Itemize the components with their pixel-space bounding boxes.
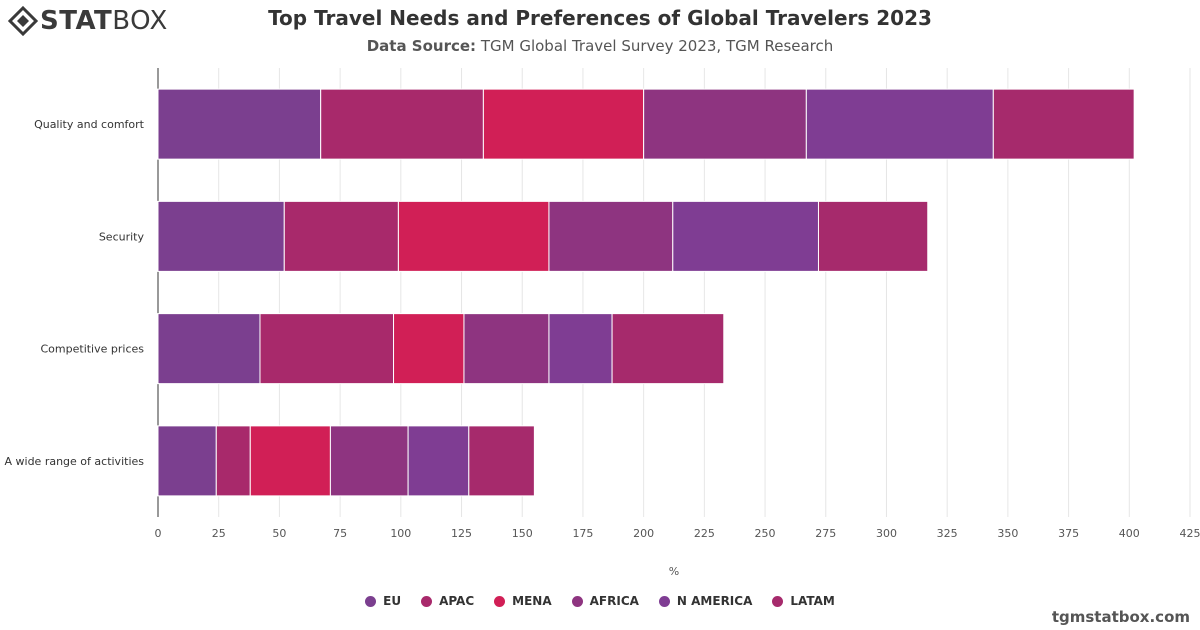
legend-label: N AMERICA [676,594,753,608]
x-tick-label: 275 [815,527,836,540]
x-tick-label: 125 [451,527,472,540]
legend-label: LATAM [790,594,835,608]
bar-segment [482,88,645,160]
bar-segment [329,425,409,497]
legend-label: EU [383,594,402,608]
x-tick-label: 175 [572,527,593,540]
bar-segment [672,200,819,272]
category-label: A wide range of activities [5,455,145,468]
legend-label: MENA [512,594,552,608]
legend-swatch [494,595,506,607]
bar-segment [157,313,261,385]
bar-segment [407,425,470,497]
bar-segment [805,88,994,160]
bar-segment [215,425,251,497]
x-tick-label: 325 [937,527,958,540]
statbox-logo: STATBOX [8,6,168,36]
legend-item[interactable]: APAC [421,594,474,608]
x-tick-label: 75 [333,527,347,540]
bar-segment [157,200,285,272]
bar-segment [548,313,613,385]
chart-subtitle: Data Source: TGM Global Travel Survey 20… [0,37,1200,55]
x-tick-label: 25 [212,527,226,540]
legend-item[interactable]: N AMERICA [658,594,753,608]
legend-item[interactable]: EU [365,594,401,608]
bar-segment [992,88,1135,160]
bar-segment [643,88,807,160]
category-label: Quality and comfort [34,118,145,131]
bar-segment [817,200,929,272]
x-tick-label: 375 [1058,527,1079,540]
bar-segment [157,88,322,160]
x-tick-label: 250 [755,527,776,540]
diamond-logo-icon [8,6,38,36]
chart-title: Top Travel Needs and Preferences of Glob… [268,6,932,30]
legend-swatch [571,595,583,607]
source-label: Data Source: [366,37,477,55]
bar-segment [611,313,725,385]
bar-segment [259,313,395,385]
bar-segment [463,313,550,385]
logo-text-bold: STAT [40,6,113,36]
legend-label: AFRICA [589,594,639,608]
x-tick-label: 425 [1180,527,1200,540]
x-axis-label: % [669,565,679,578]
x-tick-label: 300 [876,527,897,540]
bar-segment [320,88,484,160]
legend-item[interactable]: AFRICA [571,594,639,608]
source-value: TGM Global Travel Survey 2023, TGM Resea… [480,37,834,55]
stacked-bar-chart: 0 25 50 75 100 125 150 175 200 225 250 275 300 325 350… [5,68,1200,578]
x-tick-label: 150 [512,527,533,540]
legend-item[interactable]: MENA [494,594,552,608]
logo-text-light: BOX [112,6,168,36]
legend-item[interactable]: LATAM [772,594,835,608]
x-tick-label: 200 [633,527,654,540]
x-tick-label: 350 [997,527,1018,540]
legend-swatch [365,595,377,607]
legend-swatch [421,595,433,607]
x-tick-label: 50 [272,527,286,540]
bar-segment [283,200,399,272]
bar-segment [468,425,535,497]
x-tick-label: 225 [694,527,715,540]
chart-legend: EU APAC MENA AFRICA N AMERICA LATAM [0,594,1200,608]
bar-segment [157,425,217,497]
x-tick-label: 100 [390,527,411,540]
x-tick-label: 0 [155,527,162,540]
bar-segment [393,313,465,385]
legend-swatch [658,595,670,607]
legend-label: APAC [439,594,475,608]
category-label: Competitive prices [41,343,145,356]
footer-url: tgmstatbox.com [1051,608,1190,626]
bar-segment [397,200,550,272]
bar-segment [249,425,331,497]
legend-swatch [772,595,784,607]
x-tick-label: 400 [1119,527,1140,540]
logo-wordmark: STATBOX [40,6,168,36]
bar-segment [548,200,674,272]
category-label: Security [99,230,145,243]
